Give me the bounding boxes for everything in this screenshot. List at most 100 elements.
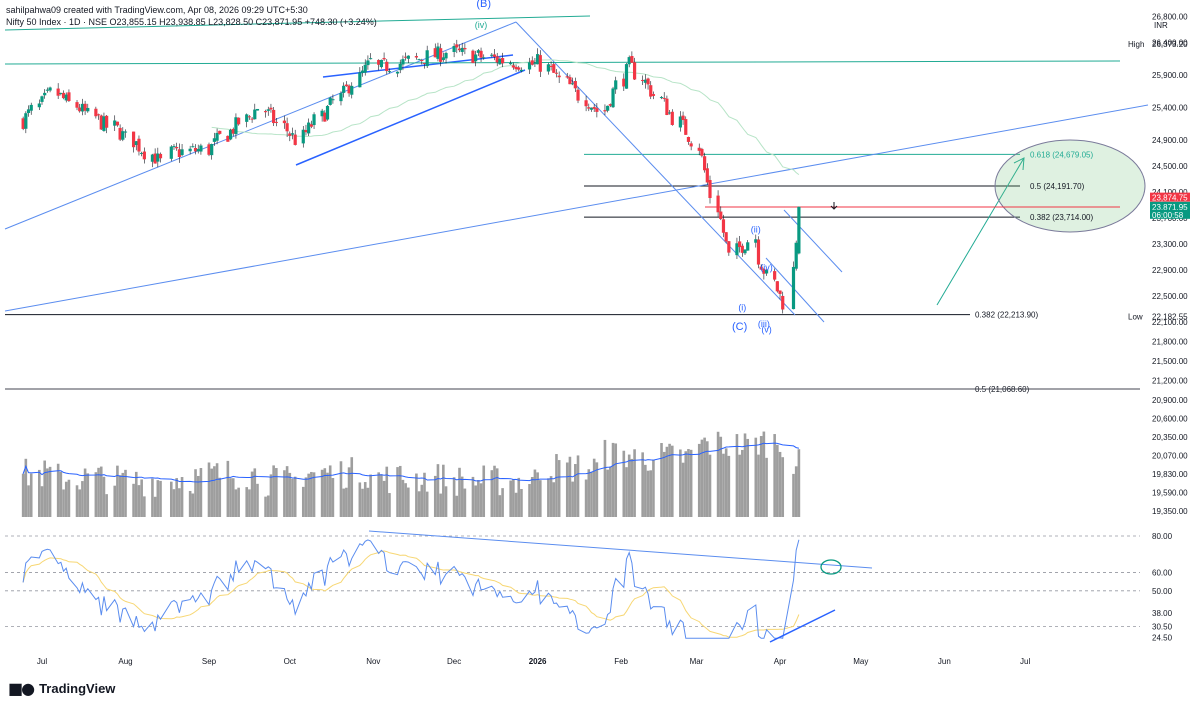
long-trend-line (4, 104, 1149, 312)
volume-bar (401, 479, 405, 517)
volume-bar (245, 487, 249, 517)
price-badge-value: 23,871.95 (1152, 203, 1188, 212)
candle-body (377, 59, 381, 65)
tradingview-logo[interactable]: ■● TradingView (8, 679, 115, 698)
candle-body (527, 62, 532, 70)
rsi-axis: 80.00 60.00 50.00 38.00 30.50 24.50 (1152, 532, 1173, 642)
candle-body (150, 154, 155, 162)
attribution-text: sahilpahwa09 created with TradingView.co… (6, 5, 308, 15)
price-tick-label: 24,900.00 (1152, 136, 1188, 145)
volume-bar (283, 470, 286, 517)
candle-body (307, 122, 311, 134)
volume-bar (266, 495, 270, 517)
candle-body (611, 88, 615, 108)
price-badge-value: 06:00:58 (1152, 211, 1184, 220)
volume-bar (520, 489, 523, 517)
candle-body (350, 85, 354, 95)
candle-body (439, 48, 443, 62)
volume-bar (140, 479, 143, 517)
moving-average-lines (211, 59, 800, 176)
price-badge-tag: High (1128, 40, 1144, 49)
volume-bar (452, 477, 456, 517)
volume-bar (568, 456, 572, 517)
price-tick-label: 26,800.00 (1152, 13, 1188, 22)
candle-body (188, 148, 192, 152)
candle-body (99, 115, 103, 130)
volume-bar (549, 476, 553, 517)
rsi-pane[interactable] (5, 530, 1140, 643)
candle-body (587, 107, 591, 109)
channel-top-line (4, 21, 517, 230)
volume-bar (175, 478, 178, 517)
volume-bar (285, 466, 289, 517)
candle-body (492, 54, 497, 57)
candle-body (253, 109, 257, 120)
volume-bar (380, 474, 383, 517)
candle-body (293, 134, 297, 145)
candle-body (180, 149, 184, 156)
volume-bar (641, 452, 644, 517)
symbol-ohlc-legend[interactable]: Nifty 50 Index · 1D · NSE O23,855.15 H23… (6, 17, 377, 27)
projection-arrowhead (1013, 157, 1025, 171)
volume-bar (388, 493, 391, 517)
candlestick-series[interactable] (21, 39, 801, 314)
rsi-resistance-line (368, 530, 873, 569)
candle-body (231, 128, 235, 134)
volume-bar (323, 468, 327, 517)
volume-bar (293, 476, 297, 517)
volume-bar (622, 450, 626, 517)
candle-body (134, 141, 138, 146)
volume-bar (536, 472, 539, 517)
wave-label: (v) (761, 324, 772, 334)
volume-bar (40, 486, 44, 517)
candle-body (172, 146, 176, 148)
volume-bar (86, 473, 90, 517)
volume-bar (137, 485, 141, 517)
volume-bar (703, 437, 706, 517)
candle-body (479, 50, 483, 58)
candle-body (727, 241, 731, 253)
volume-bar (681, 462, 685, 517)
candle-body (738, 241, 742, 248)
volume-bar (328, 465, 332, 517)
candle-body (358, 72, 362, 88)
volume-bar (498, 495, 502, 517)
candle-body (269, 107, 273, 110)
volume-bar (407, 487, 410, 517)
volume-bar (668, 443, 671, 517)
candle-body (536, 54, 540, 65)
candle-body (509, 62, 513, 65)
time-axis[interactable]: Jul Aug Sep Oct Nov Dec 2026 Feb Mar Apr May Jun Jul (37, 657, 1031, 666)
candle-body (272, 109, 276, 124)
volume-bar (342, 488, 345, 517)
volume-bar (463, 488, 467, 517)
candle-body (288, 133, 292, 136)
elliott-wave-labels: (B) (iv) (ii) (iv) (i) (C) (iii)(v) (475, 0, 773, 334)
rsi-ma-line (22, 550, 800, 638)
volume-bar (776, 444, 779, 517)
time-tick-label: Oct (284, 657, 297, 666)
volume-bar (517, 477, 521, 517)
candle-body (304, 130, 308, 133)
candle-body (247, 116, 252, 118)
volume-bar (143, 496, 146, 517)
volume-bar (105, 494, 108, 517)
volume-bar (646, 470, 650, 517)
candle-body (589, 107, 594, 110)
volume-bar (116, 465, 119, 517)
fib-level-lines (5, 153, 1020, 390)
candle-body (347, 85, 351, 94)
time-tick-label: Jun (938, 657, 951, 666)
volume-bar (256, 483, 259, 517)
candle-body (632, 62, 637, 80)
volume-bar (24, 458, 28, 517)
volume-pane[interactable] (21, 431, 801, 517)
volume-bar (633, 449, 636, 517)
candle-body (708, 180, 712, 199)
candle-body (754, 239, 758, 243)
candle-body (595, 108, 599, 112)
price-badges: High 26,373.20 Low 22,182.55 23,874.7523,871… (1128, 40, 1190, 322)
candle-body (794, 242, 798, 269)
target-zone-ellipse (994, 139, 1146, 233)
